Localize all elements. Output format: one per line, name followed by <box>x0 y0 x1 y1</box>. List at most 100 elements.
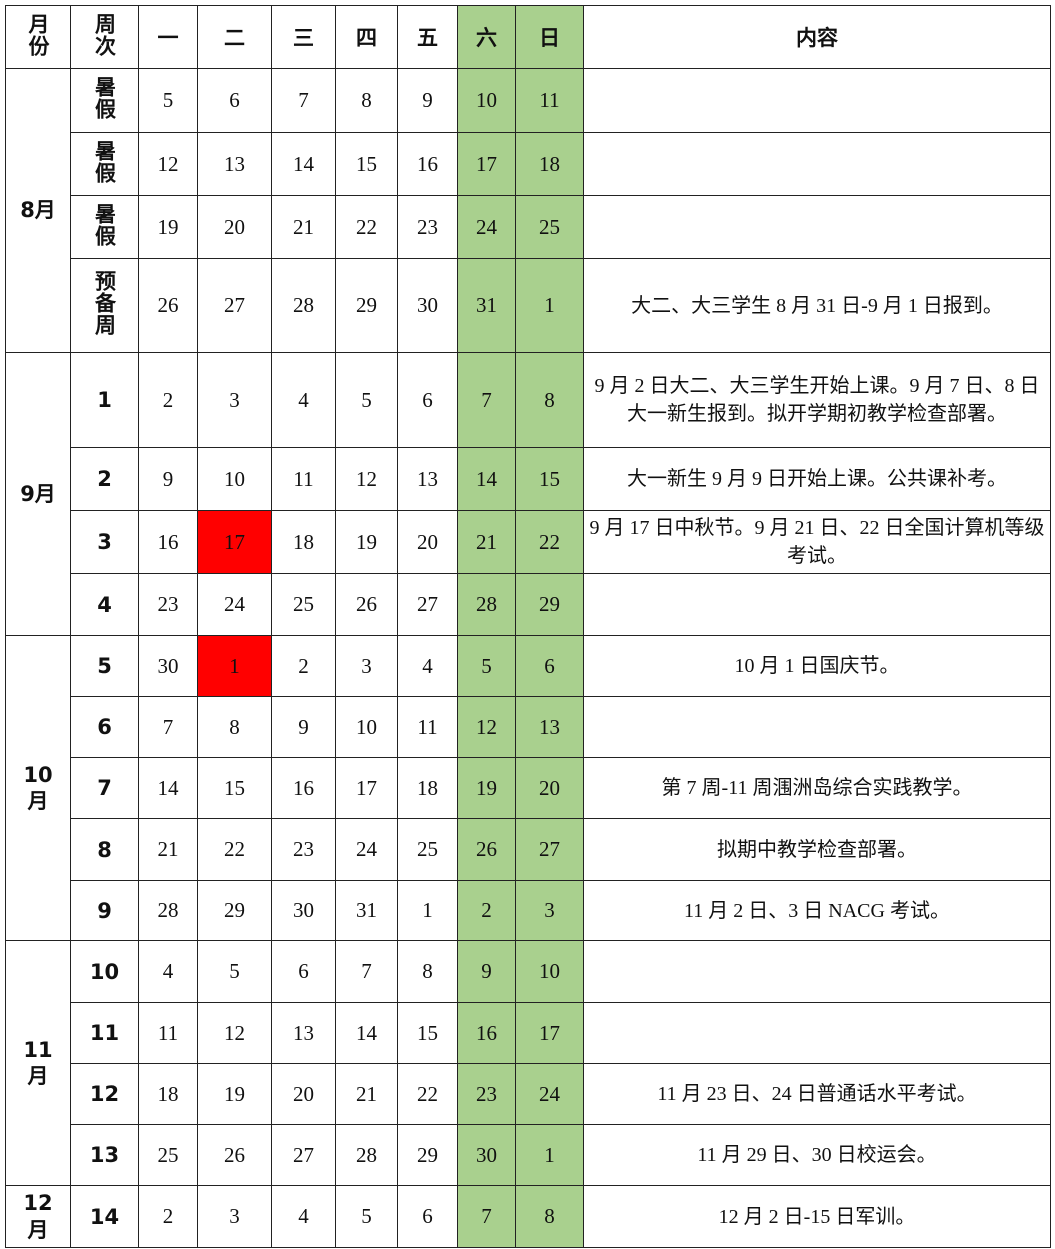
day-cell: 11 <box>515 68 584 133</box>
day-cell: 28 <box>335 1124 398 1186</box>
week-row: 暑假 12 13 14 15 16 17 18 <box>6 132 1051 196</box>
week-row: 4 23 24 25 26 27 28 29 <box>6 573 1051 636</box>
month-label: 8月 <box>20 198 56 223</box>
content-cell <box>583 940 1051 1003</box>
header-cell: 内容 <box>583 5 1051 69</box>
day-cell: 3 <box>335 635 398 697</box>
day-cell: 24 <box>197 573 272 636</box>
week-row: 7 14 15 16 17 18 19 20 第 7 周-11 周涠洲岛综合实践教学。 <box>6 757 1051 819</box>
header-text: 日 <box>539 26 560 50</box>
month-cell: 12月 <box>5 1185 71 1248</box>
day-cell: 10 <box>457 68 516 133</box>
week-label: 4 <box>97 592 112 617</box>
day-cell: 7 <box>271 68 336 133</box>
day-cell: 20 <box>515 757 584 819</box>
month-cell: 9月 <box>5 352 71 636</box>
day-cell: 4 <box>271 1185 336 1248</box>
day-cell: 19 <box>138 195 198 259</box>
day-cell: 7 <box>457 352 516 448</box>
day-cell: 24 <box>515 1063 584 1125</box>
day-cell: 22 <box>397 1063 458 1125</box>
day-cell: 8 <box>197 696 272 758</box>
day-cell: 4 <box>271 352 336 448</box>
day-cell: 1 <box>515 1124 584 1186</box>
day-cell: 3 <box>197 1185 272 1248</box>
week-row: 6 7 8 9 10 11 12 13 <box>6 696 1051 758</box>
day-cell: 6 <box>397 1185 458 1248</box>
header-text: 四 <box>356 26 377 50</box>
content-cell: 大一新生 9 月 9 日开始上课。公共课补考。 <box>583 447 1051 511</box>
day-cell: 4 <box>397 635 458 697</box>
week-cell: 6 <box>70 696 139 758</box>
table-body: 月份 周次一二三四五六日内容 8月 暑假 5 6 7 8 9 10 11 暑假 12 13 14 15 16 17… <box>5 5 1051 1248</box>
content-cell <box>583 1002 1051 1064</box>
day-cell: 1 <box>397 880 458 941</box>
day-cell: 22 <box>335 195 398 259</box>
week-cell: 11 <box>70 1002 139 1064</box>
month-label: 11月 <box>23 1037 53 1088</box>
week-cell: 14 <box>70 1185 139 1248</box>
day-cell: 27 <box>197 258 272 353</box>
day-cell: 12 <box>335 447 398 511</box>
day-cell: 14 <box>335 1002 398 1064</box>
week-cell: 7 <box>70 757 139 819</box>
week-row: 3 16 17 18 19 20 21 22 9 月 17 日中秋节。9 月 21 日、22 日… <box>6 510 1051 574</box>
day-cell: 14 <box>457 447 516 511</box>
header-text: 内容 <box>796 26 838 50</box>
day-cell: 24 <box>335 818 398 881</box>
content-cell: 第 7 周-11 周涠洲岛综合实践教学。 <box>583 757 1051 819</box>
day-cell: 2 <box>138 1185 198 1248</box>
day-cell: 22 <box>515 510 584 574</box>
week-label: 12 <box>89 1082 120 1106</box>
day-cell: 29 <box>515 573 584 636</box>
header-cell: 日 <box>515 5 584 69</box>
day-cell: 1 <box>515 258 584 353</box>
day-cell: 28 <box>271 258 336 353</box>
day-cell: 26 <box>138 258 198 353</box>
content-cell: 大二、大三学生 8 月 31 日-9 月 1 日报到。 <box>583 258 1051 353</box>
day-cell: 12 <box>197 1002 272 1064</box>
day-cell: 6 <box>397 352 458 448</box>
day-cell: 21 <box>271 195 336 259</box>
day-cell: 16 <box>271 757 336 819</box>
day-cell: 16 <box>138 510 198 574</box>
month-label: 12月 <box>23 1191 53 1242</box>
day-cell: 2 <box>138 352 198 448</box>
day-cell: 26 <box>335 573 398 636</box>
day-cell: 31 <box>457 258 516 353</box>
day-cell: 12 <box>138 132 198 196</box>
week-row: 10月 5 30 1 2 3 4 5 6 10 月 1 日国庆节。 <box>5 635 1051 941</box>
day-cell: 21 <box>457 510 516 574</box>
day-cell: 22 <box>197 818 272 881</box>
week-cell: 2 <box>70 447 139 511</box>
header-text: 月份 <box>26 12 50 57</box>
day-cell: 6 <box>515 635 584 697</box>
content-cell: 拟期中教学检查部署。 <box>583 818 1051 881</box>
day-cell: 5 <box>197 940 272 1003</box>
week-label: 10 <box>89 959 120 984</box>
week-row: 11月 10 4 5 6 7 8 9 10 <box>5 940 1051 1186</box>
month-label: 9月 <box>20 481 56 506</box>
day-cell: 27 <box>271 1124 336 1186</box>
day-cell: 2 <box>457 880 516 941</box>
week-label: 1 <box>97 388 112 412</box>
day-cell: 23 <box>457 1063 516 1125</box>
day-cell: 4 <box>138 940 198 1003</box>
week-label: 预备周 <box>92 270 117 336</box>
day-cell: 15 <box>335 132 398 196</box>
content-cell: 11 月 2 日、3 日 NACG 考试。 <box>583 880 1051 941</box>
week-label: 2 <box>97 467 112 491</box>
week-cell: 4 <box>70 573 139 636</box>
header-text: 周次 <box>92 12 117 57</box>
day-cell: 19 <box>335 510 398 574</box>
header-cell: 二 <box>197 5 272 69</box>
day-cell: 18 <box>397 757 458 819</box>
day-cell: 1 <box>197 635 272 697</box>
header-cell: 四 <box>335 5 398 69</box>
week-cell: 预备周 <box>70 258 139 353</box>
month-cell: 11月 <box>5 940 71 1186</box>
day-cell: 27 <box>397 573 458 636</box>
day-cell: 25 <box>271 573 336 636</box>
day-cell: 31 <box>335 880 398 941</box>
day-cell: 17 <box>197 510 272 574</box>
